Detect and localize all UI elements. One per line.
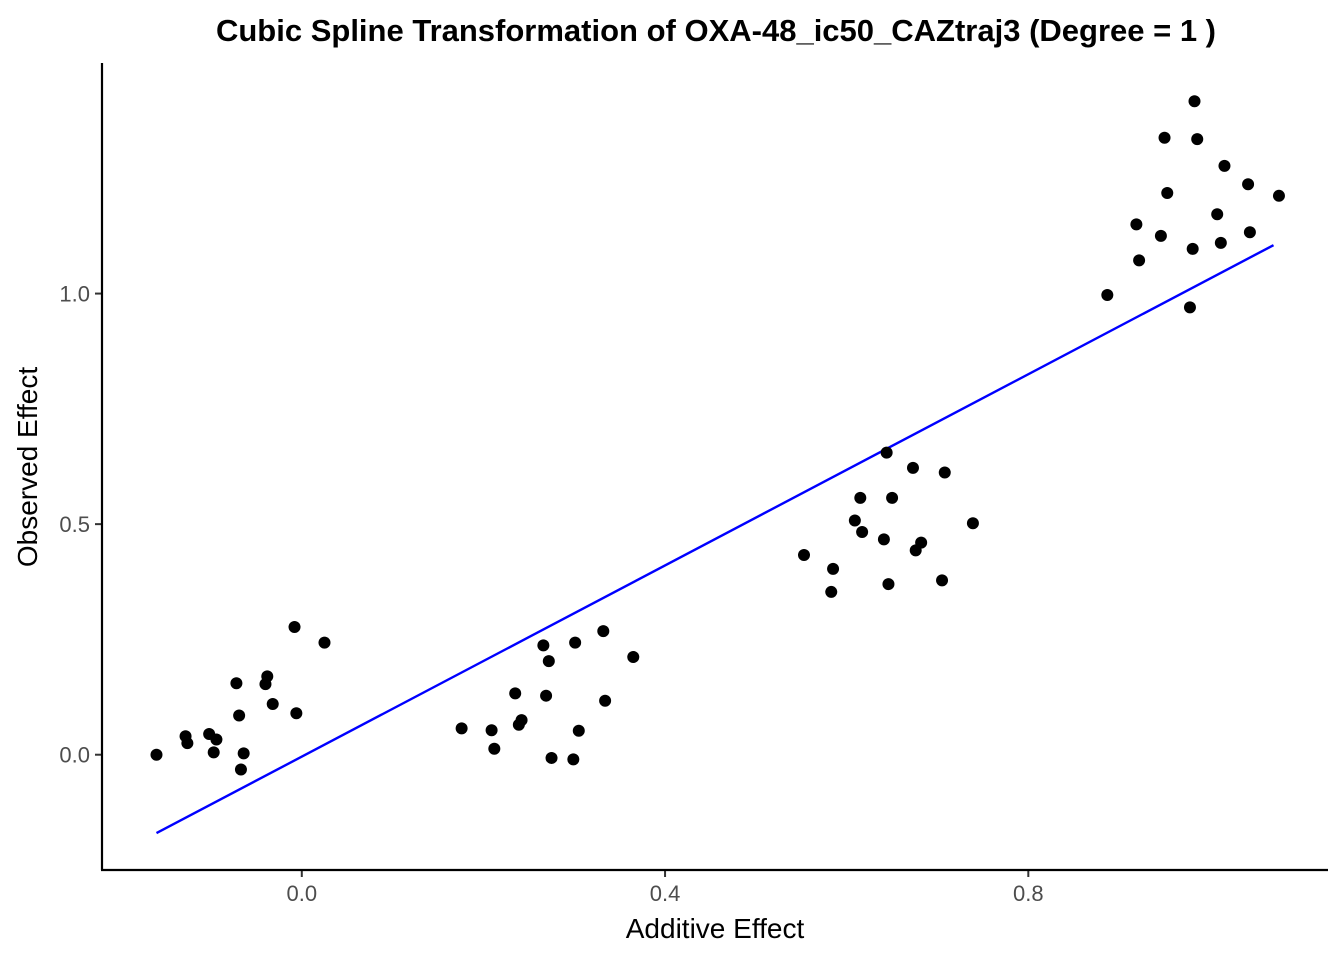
- data-point: [1101, 288, 1114, 301]
- y-axis-ticks: 0.0 0.5 1.0: [59, 282, 102, 768]
- data-point: [1272, 189, 1285, 202]
- data-point: [597, 625, 610, 638]
- data-point: [915, 536, 928, 549]
- data-point: [1191, 133, 1204, 146]
- data-point: [290, 707, 303, 720]
- data-point: [288, 620, 301, 633]
- data-point: [210, 733, 223, 746]
- data-point: [234, 763, 247, 776]
- data-point: [627, 650, 640, 663]
- data-point: [318, 636, 331, 649]
- x-tick-label: 0.8: [1013, 881, 1044, 906]
- data-point: [537, 639, 550, 652]
- data-point: [599, 694, 612, 707]
- data-point: [882, 578, 895, 591]
- data-point: [1242, 178, 1255, 191]
- data-point: [1154, 229, 1167, 242]
- data-point: [237, 747, 250, 760]
- data-point: [877, 533, 890, 546]
- y-tick-label: 1.0: [59, 282, 90, 307]
- data-point: [856, 525, 869, 538]
- data-point: [1158, 131, 1171, 144]
- y-tick-label: 0.5: [59, 512, 90, 537]
- data-point: [1211, 208, 1224, 221]
- data-point: [1161, 187, 1174, 200]
- data-point: [880, 446, 893, 459]
- data-point: [827, 562, 840, 575]
- data-point: [572, 724, 585, 737]
- data-point: [1218, 159, 1231, 172]
- data-point: [966, 517, 979, 530]
- data-point: [540, 689, 553, 702]
- data-point: [569, 636, 582, 649]
- chart-title: Cubic Spline Transformation of OXA-48_ic…: [216, 13, 1216, 48]
- data-point: [545, 751, 558, 764]
- data-point: [488, 742, 501, 755]
- data-point: [485, 724, 498, 737]
- data-point: [261, 670, 274, 683]
- data-point: [906, 461, 919, 474]
- data-point: [886, 491, 899, 504]
- data-point: [1133, 254, 1146, 267]
- data-point: [1188, 95, 1201, 108]
- data-points: [150, 95, 1285, 776]
- fit-line: [155, 244, 1275, 835]
- y-axis-label: Observed Effect: [12, 367, 43, 567]
- data-point: [1214, 236, 1227, 249]
- data-point: [848, 514, 861, 527]
- data-point: [233, 709, 246, 722]
- data-point: [567, 753, 580, 766]
- data-point: [509, 687, 522, 700]
- x-tick-label: 0.4: [650, 881, 681, 906]
- data-point: [455, 722, 468, 735]
- data-point: [207, 746, 220, 759]
- x-axis-label: Additive Effect: [626, 913, 805, 944]
- data-point: [1130, 218, 1143, 231]
- data-point: [936, 574, 949, 587]
- data-point: [1186, 242, 1199, 255]
- data-point: [230, 677, 243, 690]
- data-point: [1183, 301, 1196, 314]
- data-point: [266, 697, 279, 710]
- data-point: [515, 714, 528, 727]
- data-point: [542, 655, 555, 668]
- x-tick-label: 0.0: [286, 881, 317, 906]
- data-point: [938, 466, 951, 479]
- x-axis-ticks: 0.0 0.4 0.8: [286, 870, 1044, 906]
- data-point: [797, 549, 810, 562]
- data-point: [1243, 226, 1256, 239]
- y-tick-label: 0.0: [59, 743, 90, 768]
- data-point: [181, 737, 194, 750]
- data-point: [825, 585, 838, 598]
- data-point: [854, 491, 867, 504]
- data-point: [150, 748, 163, 761]
